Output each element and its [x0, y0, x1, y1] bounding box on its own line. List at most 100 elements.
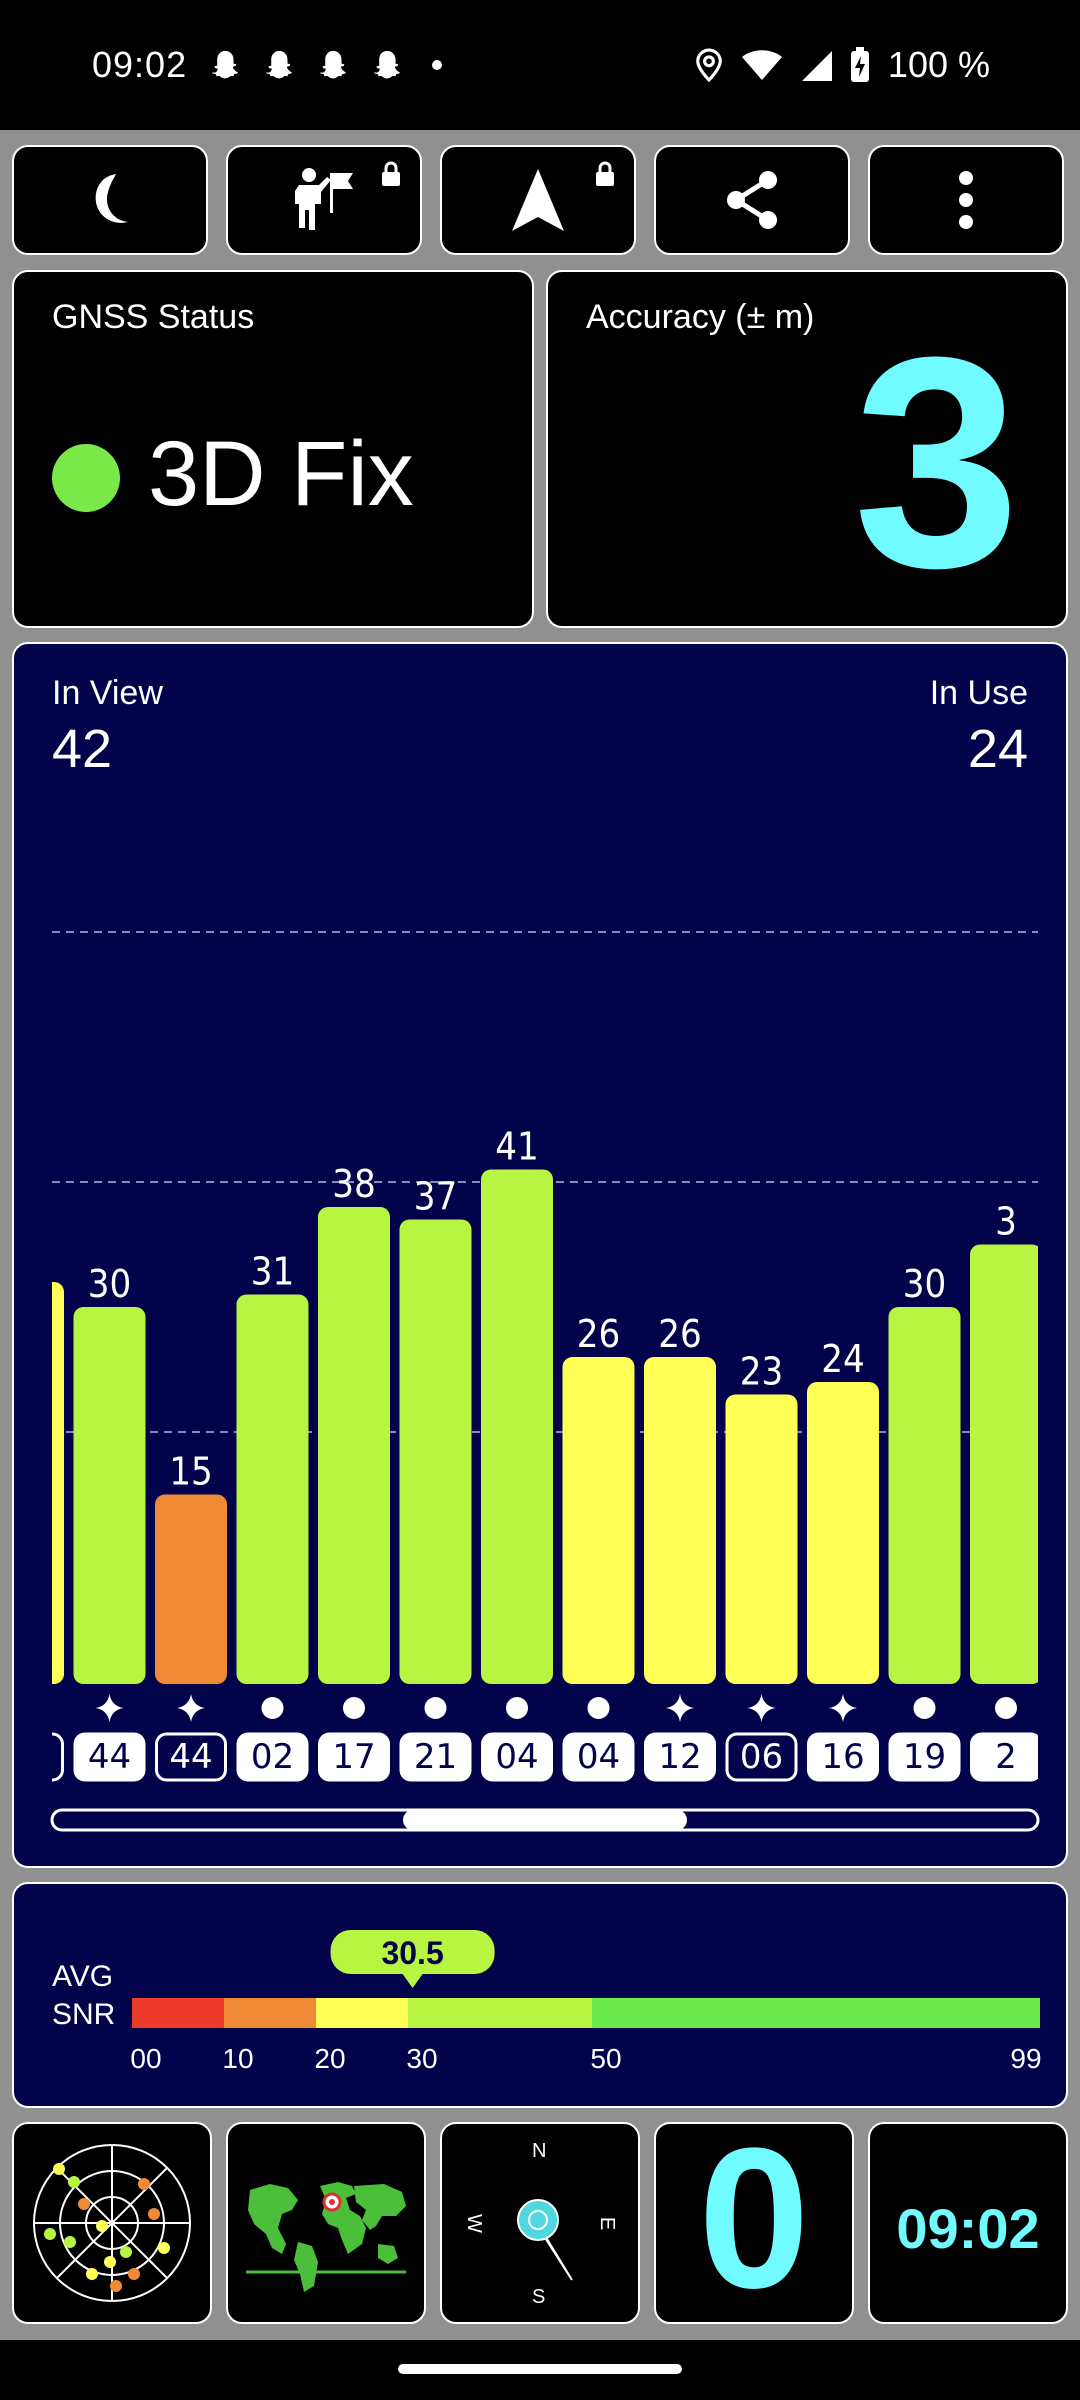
- accuracy-label: Accuracy (± m): [586, 298, 815, 336]
- constellation-circle-icon: [587, 1697, 610, 1719]
- more-vert-icon: [959, 171, 973, 229]
- snr-bar: [52, 1282, 64, 1684]
- compass-needle-icon: [517, 2199, 573, 2281]
- constellation-star-icon: [829, 1694, 857, 1722]
- in-view-label: In View: [52, 674, 163, 712]
- accuracy-card[interactable]: Accuracy (± m) 3: [546, 270, 1068, 628]
- snr-bar: [73, 1307, 146, 1684]
- snr-bar-label: 24: [821, 1337, 865, 1381]
- snr-scale-segment: [408, 1998, 592, 2028]
- share-button[interactable]: [654, 145, 850, 255]
- prn-label: 16: [821, 1737, 864, 1777]
- gnss-status-label: GNSS Status: [52, 298, 255, 336]
- person-flag-icon: [295, 168, 353, 230]
- snr-scale-tick: 50: [590, 2043, 621, 2074]
- sky-plot-icon: [33, 2144, 191, 2302]
- prn-label: 02: [251, 1737, 294, 1777]
- prn-badge: [562, 1732, 635, 1782]
- notification-icons: [208, 48, 442, 82]
- notification-dot: [432, 60, 442, 70]
- prn-label: 06: [740, 1737, 783, 1777]
- world-map-icon: [246, 2182, 406, 2292]
- snr-bar: [236, 1294, 309, 1684]
- compass-south: S: [532, 2286, 546, 2308]
- prn-label: 04: [495, 1737, 538, 1777]
- snr-scale-tick: 99: [1010, 2043, 1041, 2074]
- prn-label: 2: [17, 1737, 39, 1777]
- snr-scale-tick: 10: [222, 2043, 253, 2074]
- share-icon: [727, 171, 777, 229]
- snr-bar-label: 2: [17, 1237, 39, 1281]
- satellite-snr-card[interactable]: In View 42 In Use 24 2 2 30 44 15 44 31 02 38 17 3…: [12, 642, 1068, 1868]
- snr-scale-segment: [592, 1998, 1040, 2028]
- gnss-status-card[interactable]: GNSS Status 3D Fix: [12, 270, 534, 628]
- prn-badge: [807, 1732, 879, 1782]
- compass-tile[interactable]: N S W E: [440, 2122, 640, 2324]
- prn-label: 2: [995, 1737, 1017, 1777]
- snr-bar: [807, 1382, 879, 1684]
- snr-bar-label: 41: [495, 1125, 539, 1169]
- snr-label: SNR: [52, 1998, 116, 2031]
- sky-plot-tile[interactable]: [12, 2122, 212, 2324]
- snr-bar-label: 23: [740, 1350, 784, 1394]
- constellation-star-icon: [177, 1694, 205, 1722]
- status-bar: 09:02 100 %: [0, 0, 1080, 130]
- world-map-tile[interactable]: [226, 2122, 426, 2324]
- prn-badge: [481, 1732, 553, 1782]
- fix-indicator: [52, 444, 120, 512]
- avg-snr-marker: [330, 1930, 495, 1988]
- snapchat-icon: [374, 50, 400, 79]
- snr-bar: [644, 1357, 716, 1684]
- battery-percent: 100 %: [887, 44, 990, 85]
- snapchat-icon: [320, 50, 346, 79]
- snr-scale-segment: [132, 1998, 224, 2028]
- prn-badge: [888, 1732, 961, 1782]
- wifi-icon: [741, 50, 782, 80]
- clock-tile[interactable]: 09:02: [868, 2122, 1068, 2324]
- home-gesture-handle[interactable]: [398, 2364, 682, 2374]
- prn-badge: [399, 1732, 472, 1782]
- snr-bar-label: 3: [995, 1200, 1017, 1244]
- system-icons: 100 %: [694, 44, 990, 86]
- snr-scale: 00 10 20 30 50 99 30.5: [130, 1930, 1042, 2074]
- cell-signal-icon: [801, 51, 832, 81]
- chart-scrollbar-thumb[interactable]: [403, 1810, 687, 1830]
- snr-scale-tick: 00: [130, 2043, 161, 2074]
- snr-bar: [318, 1207, 390, 1684]
- prn-label: 04: [577, 1737, 620, 1777]
- navigation-button[interactable]: [440, 145, 636, 255]
- in-use-label: In Use: [929, 674, 1028, 712]
- in-use-count: 24: [967, 719, 1028, 779]
- prn-label: 17: [332, 1737, 375, 1777]
- clock-value: 09:02: [896, 2197, 1040, 2260]
- lock-icon: [382, 161, 400, 186]
- constellation-circle-icon: [261, 1697, 284, 1719]
- satellite-snr-chart: 2230441544310238173721410426042612230624…: [17, 931, 1040, 1832]
- accuracy-value: 3: [853, 294, 1020, 630]
- snr-bar-label: 38: [332, 1162, 376, 1206]
- moon-icon: [95, 174, 128, 223]
- waypoint-button[interactable]: [226, 145, 422, 255]
- battery-charging-icon: [850, 47, 869, 82]
- night-mode-button[interactable]: [12, 145, 208, 255]
- snr-scale-tick: 20: [314, 2043, 345, 2074]
- more-options-button[interactable]: [868, 145, 1064, 255]
- speed-tile[interactable]: 0: [654, 2122, 854, 2324]
- constellation-circle-icon: [995, 1697, 1017, 1719]
- constellation-star-icon: [95, 1694, 124, 1722]
- snapchat-icon: [266, 50, 292, 79]
- snr-bar-label: 30: [88, 1262, 132, 1306]
- constellation-star-icon: [747, 1694, 776, 1722]
- prn-badge: [236, 1732, 309, 1782]
- avg-snr-card[interactable]: AVG SNR 00 10 20 30 50 99 30.5: [12, 1882, 1068, 2108]
- snr-bar-label: 31: [251, 1250, 295, 1294]
- snr-scale-tick: 30: [406, 2043, 437, 2074]
- prn-badge: [318, 1732, 390, 1782]
- snr-bar-label: 26: [577, 1312, 621, 1356]
- snr-bar: [888, 1307, 961, 1684]
- location-icon: [696, 48, 722, 83]
- snr-bar: [725, 1394, 798, 1684]
- lock-icon: [596, 161, 614, 186]
- snr-scale-segment: [316, 1998, 408, 2028]
- snr-bar-label: 37: [414, 1175, 458, 1219]
